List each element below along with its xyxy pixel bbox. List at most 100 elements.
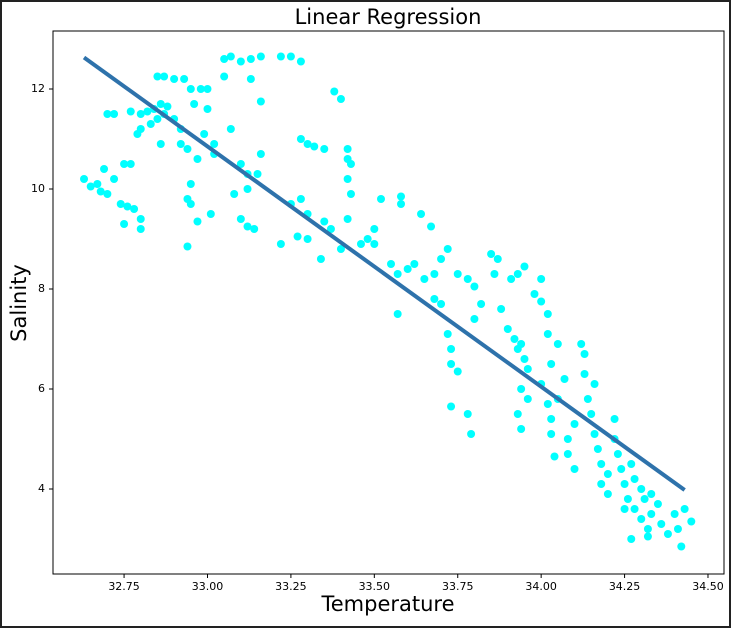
point xyxy=(346,190,355,198)
point xyxy=(336,95,345,103)
point xyxy=(120,160,129,168)
point xyxy=(580,350,589,358)
point xyxy=(517,385,526,393)
x-tick-label: 33.00 xyxy=(192,580,224,593)
point xyxy=(296,57,305,66)
point xyxy=(453,270,462,278)
point xyxy=(126,107,135,116)
point xyxy=(590,380,599,388)
point xyxy=(153,72,162,81)
point xyxy=(463,275,472,283)
point xyxy=(420,275,429,283)
x-tick-label: 34.50 xyxy=(692,580,724,593)
point xyxy=(236,215,245,223)
point xyxy=(680,505,689,513)
point xyxy=(640,495,649,503)
point xyxy=(647,510,656,518)
point xyxy=(443,330,452,338)
point xyxy=(543,330,552,338)
point xyxy=(470,282,479,291)
y-tick-label: 10 xyxy=(31,182,45,195)
point xyxy=(163,102,172,111)
point xyxy=(110,175,119,183)
point xyxy=(687,517,696,526)
point xyxy=(570,420,579,428)
point xyxy=(320,217,329,226)
point xyxy=(196,85,205,93)
regression-line xyxy=(82,55,686,492)
point xyxy=(393,310,402,318)
point xyxy=(387,260,396,268)
point xyxy=(603,470,612,478)
point xyxy=(93,180,102,188)
point xyxy=(513,410,522,418)
point xyxy=(577,340,586,348)
point xyxy=(210,140,219,148)
point xyxy=(497,305,506,313)
point xyxy=(410,260,419,268)
point xyxy=(643,525,652,533)
point xyxy=(470,315,479,323)
point xyxy=(363,235,372,243)
point xyxy=(303,235,312,243)
point xyxy=(336,245,345,253)
point xyxy=(236,160,245,168)
point xyxy=(547,430,556,438)
point xyxy=(183,242,192,251)
point xyxy=(293,232,302,241)
point xyxy=(130,205,139,213)
point xyxy=(356,240,365,248)
x-tick-label: 33.50 xyxy=(359,580,391,593)
point xyxy=(523,365,532,373)
point xyxy=(563,450,572,458)
point xyxy=(637,515,646,523)
point xyxy=(276,240,285,248)
x-tick-label: 33.75 xyxy=(442,580,474,593)
x-tick-label: 33.25 xyxy=(275,580,307,593)
point xyxy=(186,85,195,93)
point xyxy=(226,52,235,61)
point xyxy=(603,490,612,498)
point xyxy=(630,505,639,513)
point xyxy=(286,52,295,61)
point xyxy=(597,480,606,488)
point xyxy=(517,340,526,348)
point xyxy=(463,410,472,418)
point xyxy=(537,275,546,283)
point xyxy=(246,55,255,63)
point xyxy=(520,262,529,271)
point xyxy=(447,402,456,411)
point xyxy=(153,115,162,123)
point xyxy=(543,400,552,408)
point xyxy=(467,430,476,438)
point xyxy=(203,85,212,93)
point xyxy=(226,125,235,133)
point xyxy=(530,290,539,298)
y-tick-label: 4 xyxy=(38,482,45,495)
point xyxy=(326,225,335,233)
point xyxy=(103,190,112,198)
point xyxy=(430,270,439,278)
point xyxy=(143,107,152,116)
y-tick-label: 6 xyxy=(38,382,45,395)
point xyxy=(80,175,89,183)
point xyxy=(203,105,212,113)
point xyxy=(493,255,502,263)
point xyxy=(520,355,529,363)
point xyxy=(663,530,672,538)
point xyxy=(503,325,512,333)
point xyxy=(193,155,202,163)
point xyxy=(256,150,265,158)
point xyxy=(243,222,252,231)
point xyxy=(490,270,499,278)
point xyxy=(403,265,412,273)
point xyxy=(587,410,596,418)
point xyxy=(370,225,379,233)
point xyxy=(637,485,646,493)
point xyxy=(447,360,456,368)
point xyxy=(590,430,599,438)
point xyxy=(343,175,352,183)
point xyxy=(276,52,285,61)
point xyxy=(447,345,456,353)
